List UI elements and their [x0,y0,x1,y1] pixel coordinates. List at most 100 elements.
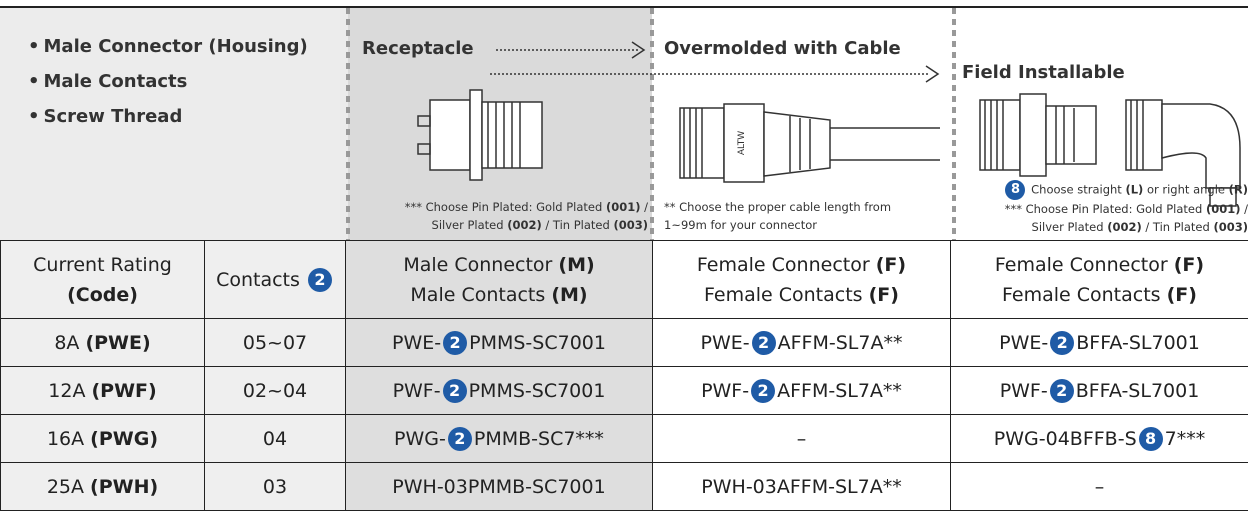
text-run: (003) [1213,220,1248,234]
text-line: 05~07 [205,328,345,358]
text-line: Current Rating [1,250,204,280]
header-cell: Female Connector (F)Female Contacts (F) [653,241,951,319]
table-cell: 12A (PWF) [1,367,205,415]
text-run: PWG- [394,428,446,450]
number-badge: 2 [751,379,775,403]
table-row: 25A (PWH)03 PWH-03PMMB-SC7001 PWH-03AFFM-S… [1,463,1248,511]
text-run: – [797,428,807,450]
text-run: 04 [263,428,287,450]
text-run: PWF- [701,380,749,402]
table-cell: PWH-03PMMB-SC7001 [346,463,653,511]
text-run: AFFM-SL7A** [777,380,902,402]
text-line: – [951,472,1248,502]
text-line: Female Connector (F) [951,250,1248,280]
text-line: Female Contacts (F) [951,280,1248,310]
text-line: 8 Choose straight (L) or right angle (R) [958,180,1248,200]
number-badge: 8 [1139,427,1163,451]
text-run: PWE- [999,332,1048,354]
text-line: 04 [205,424,345,454]
table-cell: – [951,463,1248,511]
text-run: (L) [1125,183,1143,197]
text-run: 8A [54,332,85,354]
text-line: Silver Plated (002) / Tin Plated (003) [356,216,648,234]
text-run: (PWG) [90,428,158,450]
number-badge: 8 [1005,180,1025,200]
text-run: 05~07 [243,332,307,354]
text-run: PWE- [701,332,750,354]
text-line: Male Contacts (M) [346,280,652,310]
text-run: Female Connector [995,254,1174,276]
section-notes: 8 Choose straight (L) or right angle (R)… [958,180,1248,236]
text-run: 25A [47,476,90,498]
text-run: Contacts [216,269,306,291]
text-run: BFFA-SL7001 [1076,380,1200,402]
section-title: Field Installable [962,62,1125,83]
text-run: / Tin Plated [542,218,614,232]
text-run: / [640,200,648,214]
number-badge: 2 [448,427,472,451]
text-line: ** Choose the proper cable length from [664,198,950,216]
text-run: (M) [558,254,594,276]
section-title: Receptacle [362,38,474,59]
text-run: PWG-04BFFB-S [994,428,1137,450]
text-line: 02~04 [205,376,345,406]
text-run: Silver Plated [432,218,508,232]
header-cell: Contacts 2 [205,241,346,319]
text-line: 8A (PWE) [1,328,204,358]
number-badge: 2 [443,331,467,355]
text-line: PWH-03AFFM-SL7A** [653,472,950,502]
table-cell: PWH-03AFFM-SL7A** [653,463,951,511]
text-run: / Tin Plated [1142,220,1214,234]
text-line: *** Choose Pin Plated: Gold Plated (001)… [356,198,648,216]
text-run: (Code) [67,284,138,306]
text-line: 03 [205,472,345,502]
text-line: 16A (PWG) [1,424,204,454]
text-run: or right angle [1143,183,1228,197]
text-run: Female Contacts [704,284,869,306]
text-run: *** Choose Pin Plated: Gold Plated [405,200,606,214]
text-run: / [1240,202,1248,216]
text-line: Silver Plated (002) / Tin Plated (003) [958,218,1248,236]
text-run: Male Contacts [410,284,551,306]
header-cell: Female Connector (F)Female Contacts (F) [951,241,1248,319]
text-run: 02~04 [243,380,307,402]
text-run: PWH-03PMMB-SC7001 [392,476,605,498]
text-run: (F) [869,284,899,306]
text-line: Female Connector (F) [653,250,950,280]
text-line: – [653,424,950,454]
text-run: PWE- [392,332,441,354]
text-run: Current Rating [33,254,172,276]
text-run: – [1095,476,1105,498]
svg-text:ALTW: ALTW [737,131,747,155]
text-line: 12A (PWF) [1,376,204,406]
table-cell: 25A (PWH) [1,463,205,511]
header-cell: Current Rating (Code) [1,241,205,319]
text-run: (PWE) [85,332,150,354]
text-run: Female Connector [697,254,876,276]
text-run: PMMS-SC7001 [469,380,606,402]
text-line: Female Contacts (F) [653,280,950,310]
text-run: (002) [1107,220,1142,234]
number-badge: 2 [1050,331,1074,355]
text-run: 16A [47,428,90,450]
number-badge: 2 [752,331,776,355]
text-run: PWH-03AFFM-SL7A** [701,476,901,498]
table-cell: 05~07 [205,319,346,367]
text-run: (PWF) [91,380,156,402]
text-run: (F) [1174,254,1204,276]
text-run: (F) [1167,284,1197,306]
table-cell: 04 [205,415,346,463]
